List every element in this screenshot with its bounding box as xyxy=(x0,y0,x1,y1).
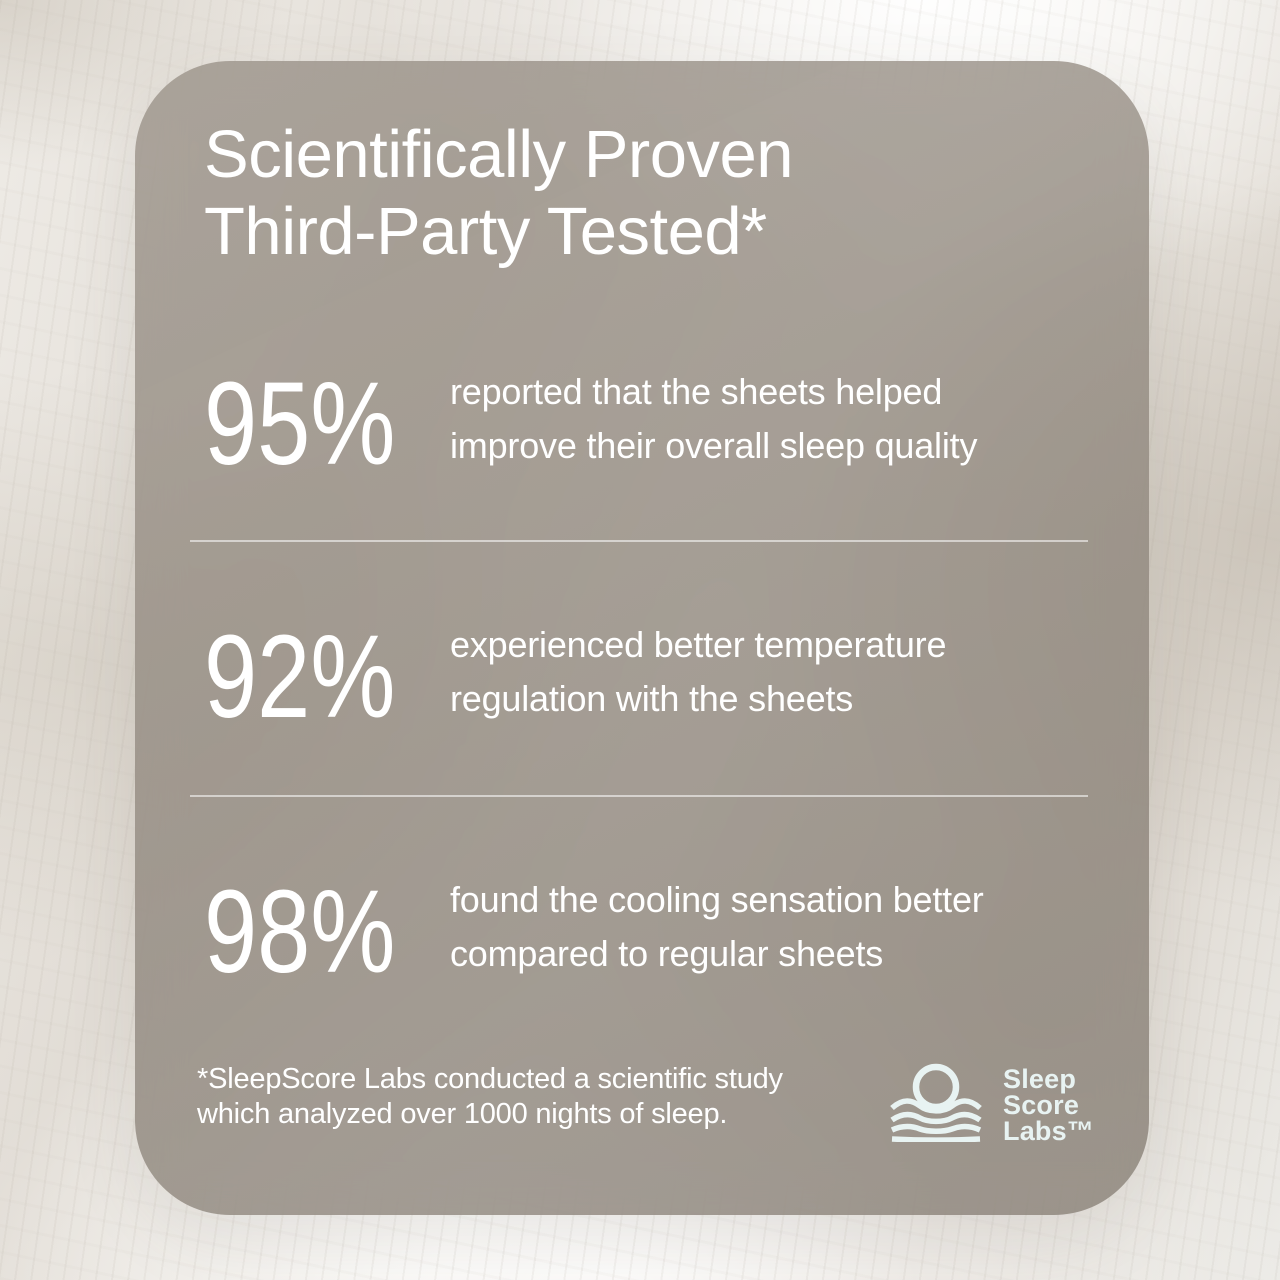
stat-desc-line-2: improve their overall sleep quality xyxy=(450,425,978,466)
stat-value: 95% xyxy=(204,358,396,490)
stat-row-temperature: 92% experienced better temperature regul… xyxy=(204,618,1094,748)
logo-wordmark: Sleep Score Labs™ xyxy=(1003,1064,1095,1146)
footnote-line-1: *SleepScore Labs conducted a scientific … xyxy=(197,1063,783,1095)
logo-word-1: Sleep xyxy=(1003,1064,1077,1094)
stat-row-sleep-quality: 95% reported that the sheets helped impr… xyxy=(204,365,1094,495)
divider xyxy=(190,795,1088,797)
divider xyxy=(190,540,1088,542)
stat-value: 92% xyxy=(204,611,396,743)
sleepscore-labs-logo: Sleep Score Labs™ xyxy=(890,1060,1120,1170)
stat-row-cooling: 98% found the cooling sensation better c… xyxy=(204,873,1094,1003)
title-line-1: Scientifically Proven xyxy=(204,117,794,192)
frosted-stat-card xyxy=(135,61,1149,1215)
stat-desc-line-1: experienced better temperature xyxy=(450,624,947,665)
footnote: *SleepScore Labs conducted a scientific … xyxy=(197,1062,783,1132)
stat-value: 98% xyxy=(204,866,396,998)
stat-desc-line-1: reported that the sheets helped xyxy=(450,371,943,412)
stat-desc-line-1: found the cooling sensation better xyxy=(450,879,984,920)
page-title: Scientifically Proven Third-Party Tested… xyxy=(204,116,794,270)
sun-over-waves-icon xyxy=(890,1063,982,1142)
stat-description: reported that the sheets helped improve … xyxy=(450,365,977,473)
title-line-2: Third-Party Tested* xyxy=(204,194,767,269)
footnote-line-2: which analyzed over 1000 nights of sleep… xyxy=(197,1098,728,1130)
logo-word-3: Labs™ xyxy=(1003,1116,1095,1146)
stat-description: found the cooling sensation better compa… xyxy=(450,873,984,981)
stat-desc-line-2: regulation with the sheets xyxy=(450,678,854,719)
logo-word-2: Score xyxy=(1003,1090,1080,1120)
stat-description: experienced better temperature regulatio… xyxy=(450,618,946,726)
stat-desc-line-2: compared to regular sheets xyxy=(450,933,884,974)
